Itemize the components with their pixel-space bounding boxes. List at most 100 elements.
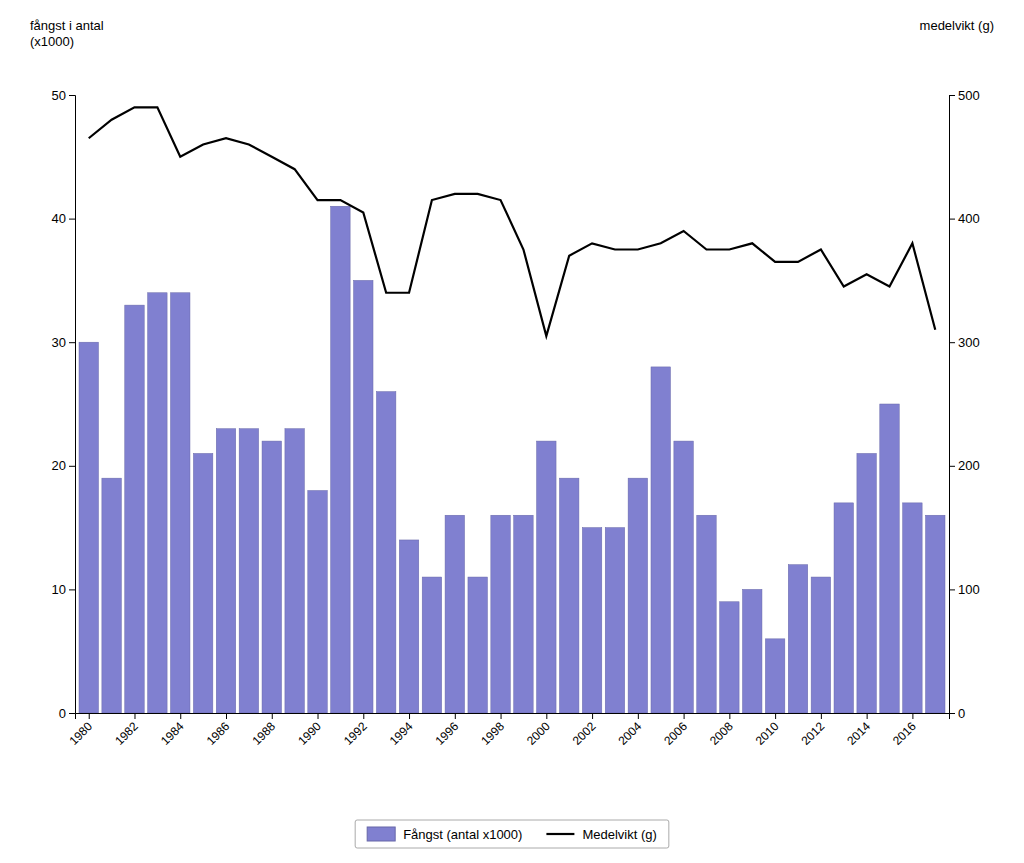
x-tick-mark: [729, 713, 730, 719]
bar: [491, 515, 510, 713]
bar: [148, 293, 167, 713]
x-tick-label: 1986: [204, 719, 233, 748]
bar-series: [79, 206, 945, 713]
legend-label: Medelvikt (g): [582, 827, 656, 842]
x-tick: 2000: [524, 713, 553, 748]
bar: [720, 602, 739, 713]
bar: [628, 478, 647, 713]
x-tick: 1996: [432, 713, 461, 748]
x-tick: 1984: [158, 713, 187, 748]
y-tick-label: 50: [52, 88, 66, 103]
bar: [811, 577, 830, 713]
x-tick-label: 2016: [890, 719, 919, 748]
x-tick: 1994: [387, 713, 416, 748]
x-tick-label: 2010: [753, 719, 782, 748]
y2-tick-label: 100: [958, 582, 980, 597]
x-tick-label: 1996: [432, 719, 461, 748]
y-axis-label: fångst i antal(x1000): [30, 18, 104, 49]
x-tick-mark: [363, 713, 364, 719]
x-tick-mark: [272, 713, 273, 719]
y-tick: 10: [52, 582, 75, 597]
y-tick: 20: [52, 458, 75, 473]
x-tick-label: 2008: [707, 719, 736, 748]
y2-tick-label: 500: [958, 88, 980, 103]
x-tick-label: 1988: [249, 719, 278, 748]
y2-tick-mark: [949, 342, 955, 343]
x-tick: 1988: [249, 713, 278, 748]
x-tick-label: 1980: [66, 719, 95, 748]
x-tick: 2010: [753, 713, 782, 748]
x-tick: 2002: [570, 713, 599, 748]
x-axis-line: [76, 714, 950, 720]
x-tick: 1980: [66, 713, 95, 748]
bar: [239, 429, 258, 713]
y2-axis-line: [950, 96, 956, 714]
x-tick-mark: [501, 713, 502, 719]
x-tick-label: 2004: [615, 719, 644, 748]
x-tick-mark: [638, 713, 639, 719]
plot-area: 1980 1982 1984 1986 1988 1990 1992 1994 1996 1998…: [52, 88, 980, 748]
y2-tick: 0: [949, 706, 965, 721]
x-tick-mark: [318, 713, 319, 719]
y-tick-label: 20: [52, 458, 66, 473]
x-tick-label: 1984: [158, 719, 187, 748]
bar: [651, 367, 670, 713]
bar: [834, 503, 853, 713]
x-tick-mark: [775, 713, 776, 719]
x-tick-mark: [226, 713, 227, 719]
bar: [559, 478, 578, 713]
y-tick-label: 30: [52, 335, 66, 350]
x-tick-label: 1992: [341, 719, 370, 748]
x-tick-mark: [89, 713, 90, 719]
y-tick-mark: [69, 466, 75, 467]
marks: [79, 107, 945, 713]
bar: [262, 441, 281, 713]
bar: [903, 503, 922, 713]
bar: [880, 404, 899, 713]
legend-label: Fångst (antal x1000): [403, 827, 522, 842]
bar: [765, 639, 784, 713]
x-axis: 1980 1982 1984 1986 1988 1990 1992 1994 1996 1998…: [66, 713, 949, 748]
bar: [102, 478, 121, 713]
bar: [743, 589, 762, 713]
bar: [445, 515, 464, 713]
x-tick-label: 2014: [844, 719, 873, 748]
x-tick-label: 1982: [112, 719, 141, 748]
y-tick: 0: [59, 706, 75, 721]
bar: [285, 429, 304, 713]
x-tick: 2014: [844, 713, 873, 748]
y-tick-label: 10: [52, 582, 66, 597]
y-tick: 30: [52, 335, 75, 350]
y-axis-line: [69, 96, 76, 714]
x-tick: 2006: [661, 713, 690, 748]
y2-tick-mark: [949, 219, 955, 220]
x-tick-label: 2006: [661, 719, 690, 748]
y2-tick-label: 0: [958, 706, 965, 721]
x-tick: 1992: [341, 713, 370, 748]
bar: [857, 453, 876, 713]
bar: [308, 491, 327, 713]
x-tick-mark: [180, 713, 181, 719]
x-tick-mark: [867, 713, 868, 719]
x-tick-label: 1990: [295, 719, 324, 748]
x-tick: 1998: [478, 713, 507, 748]
y2-tick: 400: [949, 211, 980, 226]
y2-axis-label: medelvikt (g): [920, 18, 994, 33]
bar: [582, 528, 601, 713]
x-tick: 1986: [204, 713, 233, 748]
y2-tick: 100: [949, 582, 980, 597]
bar: [926, 515, 945, 713]
x-tick: 2016: [890, 713, 919, 748]
bar: [376, 392, 395, 713]
x-tick-mark: [455, 713, 456, 719]
x-tick: 2004: [615, 713, 644, 748]
y2-tick-mark: [949, 95, 955, 96]
x-tick: 2012: [799, 713, 828, 748]
x-tick-label: 1994: [387, 719, 416, 748]
x-tick: 1982: [112, 713, 141, 748]
y2-tick-mark: [949, 466, 955, 467]
bar: [537, 441, 556, 713]
bar: [788, 565, 807, 713]
bar: [422, 577, 441, 713]
bar: [399, 540, 418, 713]
